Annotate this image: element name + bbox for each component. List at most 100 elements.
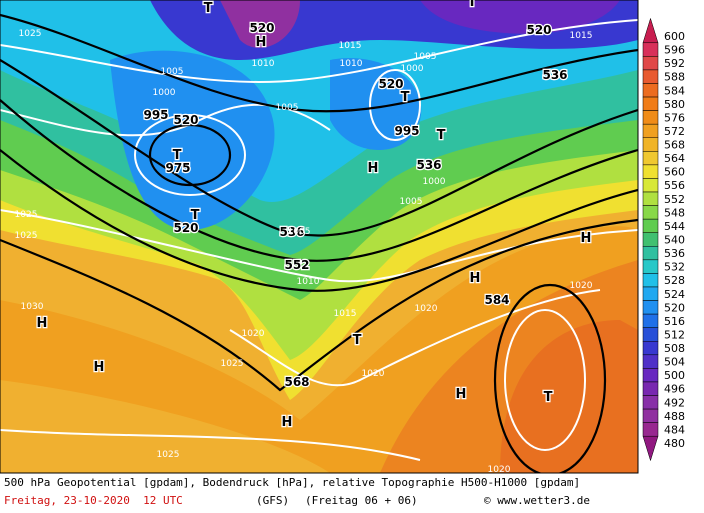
legend-swatch: [642, 42, 659, 57]
map-label: 1015: [334, 309, 357, 319]
legend-swatch: [642, 381, 659, 396]
legend-swatch: [642, 123, 659, 139]
legend-label: 552: [664, 193, 685, 206]
legend-swatch: [642, 191, 659, 206]
map-label: 995: [394, 124, 419, 138]
legend-label: 512: [664, 328, 685, 341]
map-label: 1025: [221, 359, 244, 369]
map-label: 1020: [362, 369, 385, 379]
legend-swatch: [642, 273, 659, 288]
map-label: H: [37, 316, 48, 331]
legend-label: 592: [664, 57, 685, 70]
map-label: 1020: [242, 329, 265, 339]
map-label: 520: [526, 23, 551, 37]
map-label: 536: [542, 68, 567, 82]
legend-swatch: [642, 286, 659, 301]
footer-description: 500 hPa Geopotential [gpdam], Bodendruck…: [4, 476, 581, 489]
map-label: 1010: [340, 59, 363, 69]
legend-swatch: [642, 354, 659, 369]
legend-swatch: [642, 56, 659, 71]
legend-swatch: [642, 327, 659, 342]
footer-date: Freitag, 23-10-2020 12 UTC: [4, 494, 183, 507]
map-label: 1020: [488, 465, 511, 475]
legend-label: 572: [664, 125, 685, 138]
map-label: 1025: [15, 231, 38, 241]
legend-swatch: [642, 17, 659, 44]
map-label: H: [581, 231, 592, 246]
legend-label: 488: [664, 410, 685, 423]
legend-swatch: [642, 178, 659, 193]
map-label: 520: [378, 77, 403, 91]
legend-label: 492: [664, 396, 685, 409]
legend-label: 480: [664, 437, 685, 450]
map: 520 520 520 520 520 536 536 536 552 568 584 1025 102…: [0, 0, 685, 475]
legend-swatch: [642, 137, 659, 152]
map-label: T: [173, 148, 182, 163]
map-field: [0, 0, 638, 473]
map-label: 520: [173, 113, 198, 127]
legend-swatch: [642, 395, 659, 410]
legend-label: 484: [664, 423, 685, 436]
legend-swatch: [642, 341, 659, 356]
map-label: T: [353, 333, 362, 348]
legend-label: 524: [664, 288, 685, 301]
map-label: H: [94, 360, 105, 375]
map-label: 520: [249, 21, 274, 35]
map-label: 1000: [423, 177, 446, 187]
map-label: H: [256, 35, 267, 50]
legend-swatch: [642, 422, 659, 437]
legend-label: 528: [664, 274, 685, 287]
map-label: 995: [143, 108, 168, 122]
legend-label: 596: [664, 44, 685, 57]
map-label: 1005: [400, 197, 423, 207]
map-label: 1015: [339, 41, 362, 51]
map-label: H: [282, 415, 293, 430]
legend-label: 532: [664, 261, 685, 274]
map-label: H: [456, 387, 467, 402]
legend-swatch: [642, 435, 659, 462]
legend-label: 504: [664, 356, 685, 369]
legend-label: 580: [664, 98, 685, 111]
map-label: 536: [279, 225, 304, 239]
legend-label: 560: [664, 166, 685, 179]
legend-label: 520: [664, 301, 685, 314]
legend-label: 548: [664, 206, 685, 219]
legend-swatch: [642, 408, 659, 423]
legend-swatch: [642, 205, 659, 220]
legend-label: 500: [664, 369, 685, 382]
map-label: 1010: [252, 59, 275, 69]
legend-swatch: [642, 246, 659, 261]
map-label: T: [544, 390, 553, 405]
legend-swatch: [642, 218, 659, 233]
legend-swatch: [642, 300, 659, 315]
map-label: 975: [165, 161, 190, 175]
map-label: 568: [284, 375, 309, 389]
legend-label: 508: [664, 342, 685, 355]
legend-label: 536: [664, 247, 685, 260]
legend-swatch: [642, 151, 659, 166]
legend-swatch: [642, 164, 659, 179]
map-label: 1020: [415, 304, 438, 314]
legend-label: 496: [664, 383, 685, 396]
legend-label: 540: [664, 234, 685, 247]
map-label: 1025: [19, 29, 42, 39]
map-label: T: [437, 128, 446, 143]
map-label: 1005: [414, 52, 437, 62]
map-label: 584: [484, 293, 509, 307]
legend-swatch: [642, 232, 659, 247]
legend-label: 600: [664, 30, 685, 43]
map-frame: [0, 0, 639, 474]
footer-model: (GFS): [256, 494, 290, 507]
legend-swatch: [642, 313, 659, 328]
map-label: T: [191, 208, 200, 223]
legend-swatch: [642, 69, 659, 84]
legend-swatch: [642, 110, 659, 125]
legend-label: 564: [664, 152, 685, 165]
map-label: 1030: [21, 302, 44, 312]
map-label: 1000: [401, 64, 424, 74]
legend-swatch: [642, 259, 659, 274]
legend-label: 516: [664, 315, 685, 328]
legend-label: 588: [664, 71, 685, 84]
legend-label: 576: [664, 111, 685, 124]
map-label: T: [468, 0, 477, 10]
